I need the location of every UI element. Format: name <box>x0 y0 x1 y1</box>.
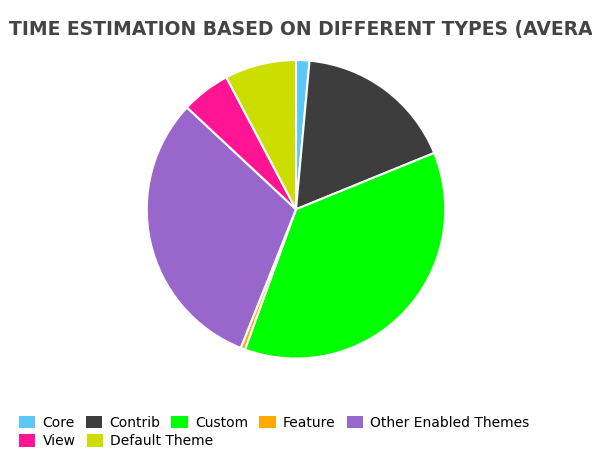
Wedge shape <box>187 77 296 209</box>
Wedge shape <box>241 209 296 349</box>
Legend: View, Default Theme: View, Default Theme <box>19 434 213 448</box>
Wedge shape <box>296 60 310 209</box>
Wedge shape <box>147 107 296 348</box>
Legend: Core, Contrib, Custom, Feature, Other Enabled Themes: Core, Contrib, Custom, Feature, Other En… <box>19 416 529 430</box>
Wedge shape <box>296 61 434 209</box>
Wedge shape <box>226 60 296 209</box>
Wedge shape <box>245 153 445 359</box>
Text: TIME ESTIMATION BASED ON DIFFERENT TYPES (AVERAGE): TIME ESTIMATION BASED ON DIFFERENT TYPES… <box>9 20 592 40</box>
